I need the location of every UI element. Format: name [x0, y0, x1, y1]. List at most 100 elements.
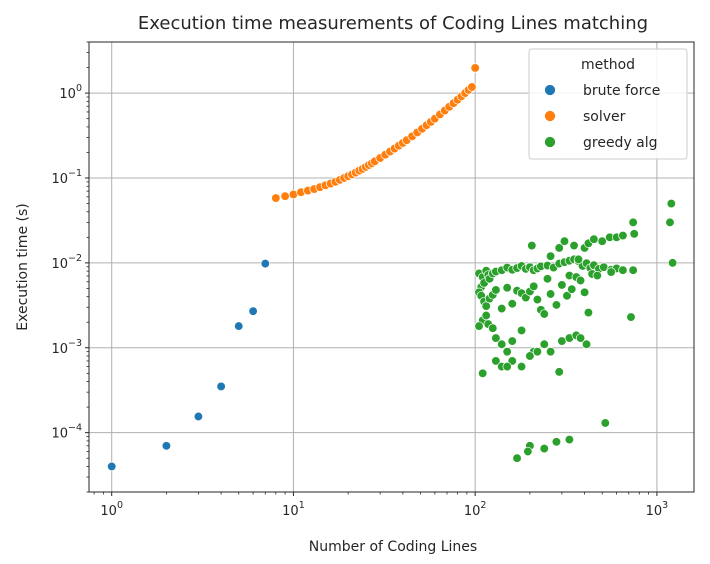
- data-point: [539, 443, 549, 454]
- data-point: [502, 347, 512, 357]
- data-point: [626, 312, 636, 322]
- data-point: [491, 356, 501, 366]
- data-point: [554, 243, 564, 253]
- data-point: [545, 289, 556, 299]
- data-point: [559, 236, 570, 246]
- data-point: [470, 63, 480, 73]
- legend-label: greedy alg: [583, 135, 658, 151]
- data-point: [491, 285, 501, 295]
- legend-box: [528, 48, 688, 160]
- series-greedy-alg: [474, 198, 678, 463]
- data-point: [569, 240, 579, 251]
- y-tick-label: 10−2: [51, 253, 82, 272]
- data-point: [525, 351, 535, 361]
- data-point: [161, 441, 172, 451]
- data-point: [579, 287, 590, 297]
- data-point: [248, 306, 258, 316]
- data-point: [107, 461, 117, 472]
- data-point: [551, 300, 562, 310]
- y-tick-exponent: −4: [68, 423, 82, 434]
- y-tick-exponent: −3: [68, 338, 82, 349]
- x-tick-label: 100: [100, 500, 123, 519]
- y-tick-label: 100: [59, 83, 82, 102]
- data-point: [545, 347, 556, 357]
- data-point: [512, 453, 522, 463]
- y-tick-exponent: 0: [76, 83, 82, 94]
- data-point: [564, 434, 575, 445]
- data-point: [523, 446, 533, 457]
- data-point: [618, 230, 628, 241]
- x-tick-exponent: 1: [299, 500, 305, 511]
- data-point: [532, 294, 543, 305]
- data-point: [234, 321, 244, 331]
- data-point: [592, 270, 602, 281]
- legend-label: solver: [583, 109, 626, 125]
- data-point: [491, 333, 501, 343]
- series-solver: [271, 63, 480, 203]
- data-point: [474, 321, 484, 331]
- x-tick-exponent: 3: [662, 500, 668, 511]
- data-point: [575, 275, 586, 286]
- data-point: [597, 236, 607, 246]
- data-point: [280, 191, 290, 201]
- y-tick-label: 10−1: [51, 168, 82, 187]
- data-point: [507, 336, 517, 346]
- data-point: [618, 265, 628, 275]
- data-point: [589, 234, 599, 244]
- data-point: [193, 411, 204, 422]
- data-point: [481, 310, 491, 321]
- chart-title: Execution time measurements of Coding Li…: [138, 13, 648, 34]
- x-tick-label: 103: [646, 500, 669, 519]
- data-point: [575, 333, 586, 343]
- y-tick-label: 10−3: [51, 338, 82, 357]
- data-point: [539, 309, 549, 319]
- data-point: [216, 381, 226, 392]
- data-point: [507, 299, 517, 309]
- data-point: [502, 283, 512, 293]
- data-point: [271, 193, 281, 203]
- data-point: [551, 437, 562, 447]
- data-point: [562, 291, 572, 301]
- data-point: [542, 274, 553, 284]
- data-point: [581, 339, 592, 349]
- data-point: [488, 323, 498, 333]
- x-axis-label: Number of Coding Lines: [309, 539, 477, 555]
- y-tick-exponent: −2: [68, 253, 82, 264]
- data-point: [527, 240, 537, 251]
- data-point: [629, 229, 639, 239]
- x-tick-label: 101: [282, 500, 305, 519]
- data-point: [260, 258, 270, 269]
- y-tick-label: 10−4: [51, 423, 82, 442]
- data-point: [628, 265, 638, 275]
- data-point: [600, 418, 610, 428]
- data-point: [467, 82, 477, 92]
- legend-marker: [544, 136, 556, 148]
- data-point: [516, 361, 527, 372]
- data-point: [665, 217, 675, 228]
- legend-marker: [544, 84, 556, 96]
- data-point: [573, 254, 584, 265]
- x-tick-label: 102: [464, 500, 487, 519]
- data-point: [532, 347, 543, 357]
- series-brute-force: [107, 258, 270, 472]
- y-tick-exponent: −1: [68, 168, 82, 179]
- data-point: [666, 198, 676, 209]
- legend: method brute force solver greedy alg: [528, 48, 688, 160]
- data-point: [529, 281, 539, 291]
- data-point: [583, 307, 594, 318]
- x-tick-exponent: 0: [117, 500, 123, 511]
- data-point: [545, 251, 556, 261]
- legend-title: method: [581, 57, 635, 73]
- data-point: [497, 339, 507, 349]
- data-point: [554, 367, 564, 377]
- data-point: [502, 361, 512, 372]
- legend-marker: [544, 110, 556, 122]
- plot-area: 100 101 102 10310−410−310−210−1100methodbru…: [51, 41, 695, 519]
- y-axis-label: Execution time (s): [15, 203, 31, 330]
- data-point: [567, 284, 577, 294]
- data-point: [667, 258, 678, 268]
- data-point: [516, 325, 527, 336]
- data-point: [478, 368, 488, 378]
- legend-label: brute force: [583, 83, 660, 99]
